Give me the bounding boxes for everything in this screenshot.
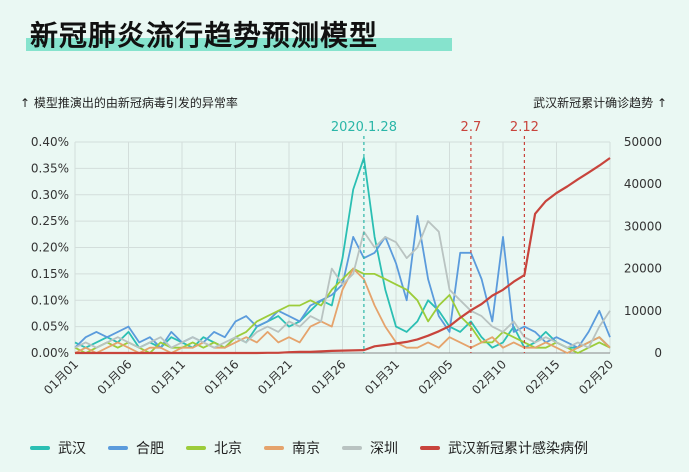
x-tick-label: 02月05 <box>416 357 456 397</box>
left-tick-label: 0.25% <box>31 214 69 228</box>
legend-swatch <box>264 446 284 450</box>
legend-item: 武汉新冠累计感染病例 <box>420 438 588 458</box>
legend-label: 南京 <box>292 441 320 457</box>
series-line-南京 <box>74 267 611 354</box>
left-tick-label: 0.05% <box>31 320 69 334</box>
x-tick-label: 01月01 <box>41 357 81 397</box>
right-axis-note: 武汉新冠累计确诊趋势 ↑ <box>533 96 667 110</box>
left-axis-note: ↑ 模型推演出的由新冠病毒引发的异常率 <box>20 96 238 110</box>
x-tick-label: 02月10 <box>469 357 509 397</box>
x-tick-label: 01月16 <box>202 357 242 397</box>
annotation-label: 2020.1.28 <box>331 120 397 135</box>
x-tick-label: 01月11 <box>148 357 188 397</box>
legend-label: 武汉 <box>58 441 86 457</box>
series-line-深圳 <box>74 220 611 349</box>
left-tick-label: 0.00% <box>31 346 69 360</box>
left-tick-label: 0.30% <box>31 188 69 202</box>
x-tick-label: 02月20 <box>576 357 616 397</box>
chart-legend: 武汉 合肥 北京 南京 深圳 武汉新冠累计感染病例 <box>30 438 588 458</box>
annotation-label: 2.7 <box>461 120 482 135</box>
x-tick-label: 01月31 <box>362 357 402 397</box>
legend-swatch <box>108 446 128 450</box>
legend-item: 南京 <box>264 438 320 458</box>
right-tick-label: 10000 <box>624 304 662 318</box>
left-tick-label: 0.10% <box>31 293 69 307</box>
x-tick-label: 01月21 <box>255 357 295 397</box>
legend-label: 合肥 <box>136 441 164 457</box>
annotation-label: 2.12 <box>510 120 539 135</box>
left-tick-label: 0.20% <box>31 241 69 255</box>
right-tick-label: 20000 <box>624 262 662 276</box>
right-tick-label: 30000 <box>624 219 662 233</box>
legend-swatch <box>186 446 206 450</box>
legend-item: 深圳 <box>342 438 398 458</box>
series-line-北京 <box>74 267 611 354</box>
right-tick-label: 50000 <box>624 135 662 149</box>
legend-swatch <box>30 446 50 450</box>
legend-label: 武汉新冠累计感染病例 <box>448 441 588 457</box>
title-highlight <box>26 38 452 51</box>
legend-swatch <box>420 446 440 450</box>
right-tick-label: 40000 <box>624 177 662 191</box>
legend-label: 深圳 <box>370 441 398 457</box>
x-tick-label: 02月15 <box>523 357 563 397</box>
x-tick-label: 01月06 <box>95 357 135 397</box>
right-tick-label: 0 <box>654 346 662 360</box>
legend-swatch <box>342 446 362 450</box>
legend-item: 合肥 <box>108 438 164 458</box>
x-tick-label: 01月26 <box>309 357 349 397</box>
legend-item: 北京 <box>186 438 242 458</box>
series-line-武汉新冠累计感染病例 <box>75 157 611 355</box>
left-tick-label: 0.35% <box>31 161 69 175</box>
left-tick-label: 0.15% <box>31 267 69 281</box>
legend-label: 北京 <box>214 441 242 457</box>
legend-item: 武汉 <box>30 438 86 458</box>
left-tick-label: 0.40% <box>31 135 69 149</box>
page-title: 新冠肺炎流行趋势预测模型 <box>30 19 379 52</box>
